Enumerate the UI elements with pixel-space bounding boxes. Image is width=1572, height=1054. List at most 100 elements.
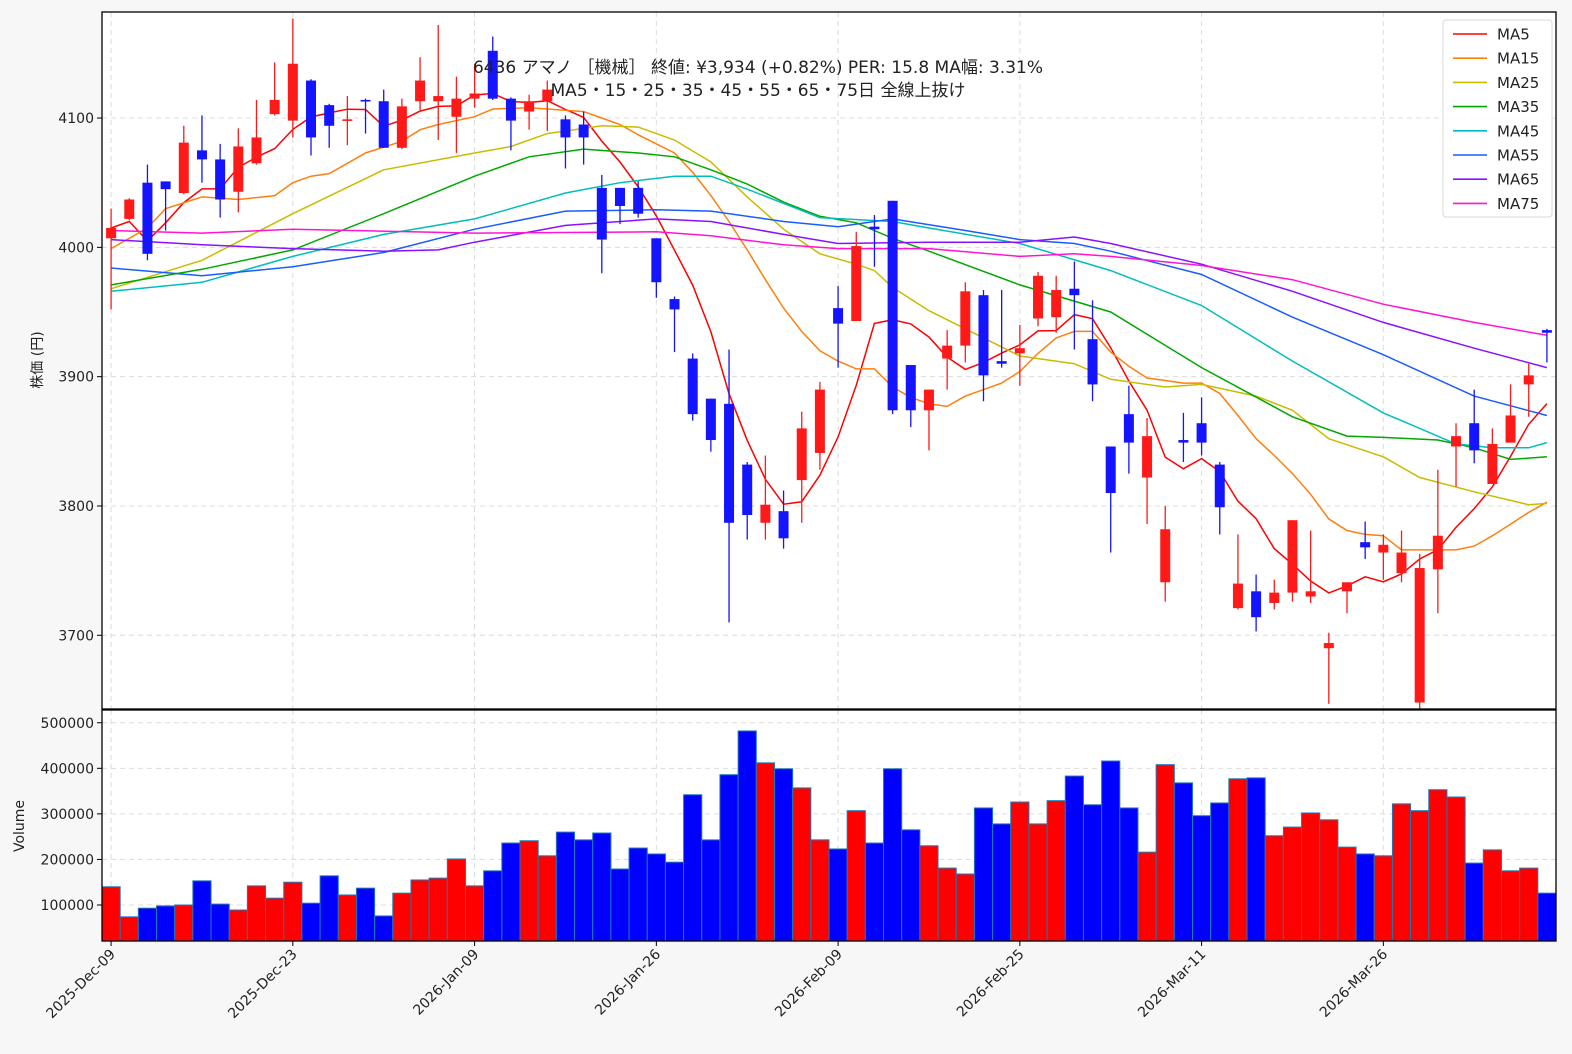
candle-body	[814, 389, 825, 453]
volume-bar	[610, 868, 630, 941]
volume-bar	[683, 794, 703, 941]
candle-up	[1523, 363, 1534, 417]
volume-bars	[102, 730, 1556, 941]
volume-bar	[265, 897, 285, 941]
volume-bar	[810, 839, 830, 941]
candle-down	[560, 115, 571, 169]
moving-average-lines	[110, 92, 1548, 594]
candle-body	[978, 295, 989, 376]
candle-up	[1287, 520, 1298, 602]
candle-up	[1396, 530, 1407, 583]
candle-down	[596, 174, 607, 274]
candle-down	[360, 98, 371, 134]
candle-up	[960, 282, 971, 363]
candle-body	[415, 80, 426, 102]
candle-body	[1432, 535, 1443, 570]
candle-up	[233, 128, 244, 213]
volume-bar	[864, 842, 885, 941]
volume-bar	[374, 915, 394, 941]
volume-bar	[1446, 796, 1466, 941]
candle-up	[1142, 418, 1153, 525]
candle-body	[1414, 568, 1425, 703]
candle-body	[596, 187, 607, 240]
volume-bar	[592, 832, 612, 941]
candle-body	[796, 428, 807, 481]
candle-body	[1232, 583, 1243, 609]
ma-line-ma35	[110, 148, 1547, 461]
candle-body	[851, 246, 862, 322]
candle-down	[1541, 328, 1552, 363]
candle-body	[1178, 440, 1189, 443]
volume-bar	[1410, 810, 1430, 941]
ma-line-ma45	[111, 175, 1548, 449]
candle-body	[1505, 415, 1516, 443]
volume-bar	[1010, 801, 1030, 941]
candle-body	[196, 150, 207, 160]
volume-bar	[1028, 823, 1048, 941]
candle-body	[996, 361, 1007, 364]
candle-body	[833, 308, 844, 324]
candle-down	[1069, 261, 1080, 350]
candle-down	[887, 200, 898, 415]
volume-bar	[555, 831, 576, 941]
legend-label-ma75: MA75	[1497, 195, 1539, 213]
candle-body	[324, 105, 335, 126]
volume-bar	[1537, 892, 1556, 941]
volume-bar	[737, 730, 757, 941]
candle-body	[106, 227, 117, 239]
candle-body	[342, 119, 353, 121]
candle-up	[524, 94, 535, 130]
chart-title-line2: MA5・15・25・35・45・55・65・75日 全線上抜け	[551, 81, 966, 101]
candle-up	[451, 76, 462, 153]
candle-body	[923, 389, 934, 411]
volume-bar	[410, 879, 430, 941]
candle-up	[1160, 505, 1171, 602]
volume-bar	[846, 810, 866, 941]
candle-body	[1469, 423, 1480, 451]
volume-bar	[1373, 855, 1393, 941]
price-tick-label: 3900	[58, 370, 94, 386]
candle-body	[1341, 582, 1352, 592]
volume-bar	[465, 885, 485, 941]
volume-tick-label: 300000	[41, 807, 94, 823]
candle-up	[106, 208, 117, 310]
volume-bar	[755, 762, 775, 941]
volume-bar	[228, 909, 248, 941]
volume-panel-frame	[101, 709, 1557, 942]
ma-line-ma65	[111, 218, 1548, 369]
candle-body	[251, 137, 262, 164]
volume-bar	[828, 848, 848, 941]
candle-up	[469, 63, 480, 108]
candle-body	[505, 98, 516, 121]
candle-body	[542, 89, 553, 102]
volume-bar	[119, 916, 139, 941]
volume-bar	[102, 886, 121, 941]
candle-body	[1123, 414, 1134, 443]
candle-down	[633, 181, 644, 218]
volume-tick-label: 400000	[41, 761, 94, 777]
candle-down	[196, 115, 207, 183]
volume-bar	[392, 892, 412, 941]
candle-body	[487, 50, 498, 99]
candle-up	[1414, 553, 1425, 709]
candle-up	[1451, 423, 1462, 487]
candle-body	[705, 398, 716, 441]
candle-down	[505, 97, 516, 151]
volume-bar	[501, 842, 521, 941]
candle-body	[1323, 643, 1334, 649]
candle-body	[1196, 423, 1207, 443]
volume-bar	[1519, 867, 1539, 941]
candle-down	[1123, 385, 1134, 474]
candle-down	[1360, 521, 1371, 559]
volume-bar	[1192, 815, 1212, 941]
candle-up	[760, 455, 771, 540]
volume-bar	[1210, 802, 1230, 941]
candle-down	[742, 462, 753, 540]
candle-down	[1469, 389, 1480, 464]
volume-bar	[919, 845, 939, 941]
date-tick-label: 2026-Mar-26	[1317, 946, 1391, 1020]
candle-body	[669, 299, 680, 310]
candle-up	[542, 80, 553, 131]
candle-down	[142, 164, 153, 261]
